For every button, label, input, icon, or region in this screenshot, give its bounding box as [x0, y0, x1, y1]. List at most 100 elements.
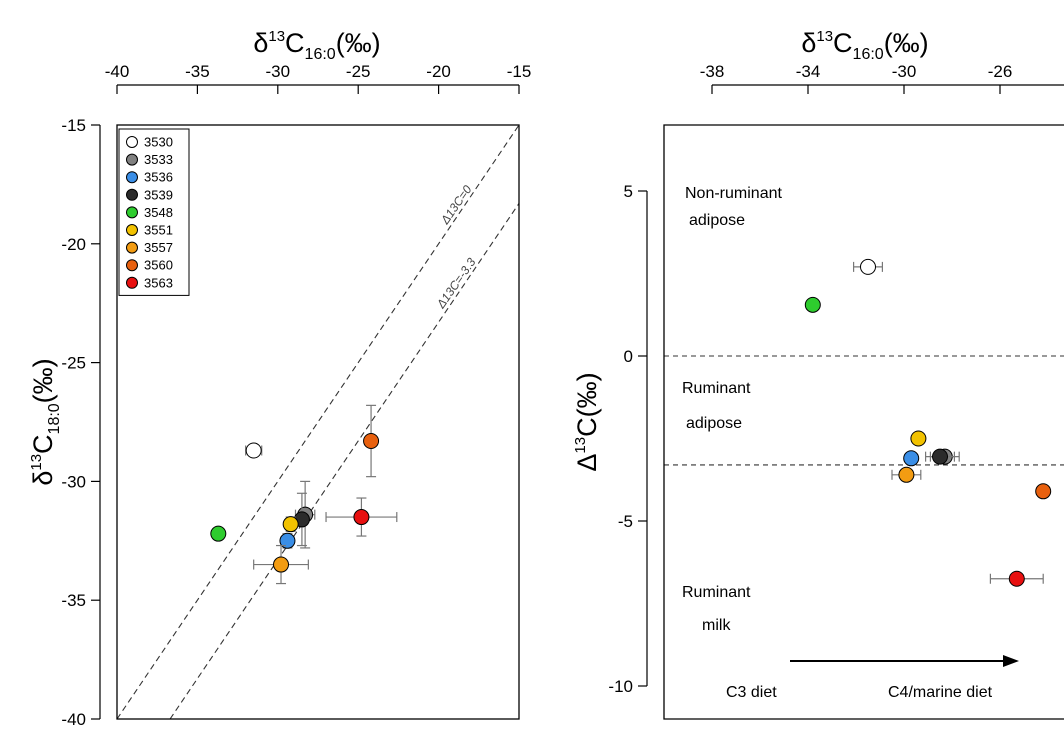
marker-3530 — [245, 442, 262, 459]
x-tick-label: -15 — [507, 62, 532, 81]
point-3539 — [924, 448, 956, 465]
x-tick-label: -25 — [346, 62, 371, 81]
y-tick-label: -30 — [61, 472, 86, 491]
legend-item-3560: 3560 — [126, 258, 173, 273]
legend-label: 3548 — [144, 205, 173, 220]
legend-marker — [126, 224, 138, 236]
left-points — [210, 404, 398, 585]
legend-item-3551: 3551 — [126, 223, 173, 238]
reference-line-label: Δ13C=0 — [437, 182, 474, 227]
region-label-line2: milk — [702, 617, 731, 634]
legend-label: 3551 — [144, 223, 173, 238]
legend-item-3539: 3539 — [126, 187, 173, 202]
point-3557 — [253, 544, 309, 585]
legend-label: 3560 — [144, 258, 173, 273]
region-labels: Non-ruminant adipose Ruminant adipose Rumina… — [682, 185, 782, 634]
left-y-ticks: -15 -20 -25 -30 -35 -40 — [61, 116, 101, 729]
point-3551 — [282, 516, 299, 533]
point-3560 — [1035, 483, 1052, 500]
left-panel: δ13C16:0(‰) -40 -35 -30 -25 -20 -15 -15 -20 -25… — [28, 28, 531, 729]
left-y-axis-title: δ13C18:0(‰) — [28, 358, 63, 485]
legend-label: 3536 — [144, 170, 173, 185]
y-tick-label: -20 — [61, 235, 86, 254]
region-label-line2: adipose — [686, 415, 742, 432]
x-tick-label: -30 — [266, 62, 291, 81]
left-x-ticks: -40 -35 -30 -25 -20 -15 — [105, 62, 532, 94]
y-tick-label: -15 — [61, 116, 86, 135]
right-points — [804, 258, 1052, 587]
point-3548 — [210, 525, 227, 542]
x-tick-label: -34 — [796, 62, 821, 81]
left-x-axis-title: δ13C16:0(‰) — [253, 28, 380, 63]
x-tick-label: -20 — [426, 62, 451, 81]
marker-3563 — [1008, 570, 1025, 587]
marker-3560 — [363, 433, 380, 450]
marker-3551 — [282, 516, 299, 533]
legend-label: 3533 — [144, 152, 173, 167]
reference-line-13c-3-3 — [169, 203, 520, 720]
left-plot-frame — [116, 124, 520, 720]
point-3548 — [804, 296, 821, 313]
point-3530 — [852, 258, 884, 275]
x-tick-label: -38 — [700, 62, 725, 81]
legend-item-3530: 3530 — [126, 135, 173, 150]
marker-3548 — [804, 296, 821, 313]
point-3557 — [891, 466, 922, 483]
y-tick-label: -5 — [618, 512, 633, 531]
right-reference-lines — [664, 355, 1064, 466]
marker-3551 — [910, 430, 927, 447]
legend-item-3533: 3533 — [126, 152, 173, 167]
right-x-ticks: -38-34-30-26-22 — [700, 62, 1064, 94]
point-3560 — [363, 404, 380, 478]
marker-3560 — [1035, 483, 1052, 500]
diet-arrow: C3 diet C4/marine diet — [726, 655, 1019, 701]
point-3530 — [245, 442, 263, 459]
x-tick-label: -35 — [185, 62, 210, 81]
legend-label: 3563 — [144, 275, 173, 290]
legend-marker — [126, 153, 138, 166]
region-label-line1: Ruminant — [682, 380, 751, 397]
region-label-line1: Ruminant — [682, 584, 751, 601]
marker-3539 — [932, 448, 948, 465]
marker-3530 — [860, 258, 876, 275]
legend-label: 3557 — [144, 240, 173, 255]
legend-item-3563: 3563 — [126, 275, 173, 290]
y-tick-label: -25 — [61, 354, 86, 373]
right-panel: δ13C16:0(‰) -38-34-30-26-22 50-5-10 Δ13C… — [572, 28, 1064, 720]
y-tick-label: -10 — [608, 677, 633, 696]
point-3551 — [910, 430, 927, 447]
legend-marker — [126, 276, 138, 289]
marker-3563 — [353, 509, 370, 526]
c3-diet-label: C3 diet — [726, 684, 777, 701]
right-y-ticks: 5 0 -5 -10 — [608, 182, 648, 696]
marker-3548 — [210, 525, 227, 542]
right-y-axis-title: Δ13C(‰) — [572, 372, 602, 471]
legend-label: 3539 — [144, 187, 173, 202]
legend-item-3557: 3557 — [126, 240, 173, 255]
region-label-line2: adipose — [689, 212, 745, 229]
x-tick-label: -26 — [988, 62, 1013, 81]
y-tick-label: 5 — [624, 182, 633, 201]
legend-marker — [126, 136, 138, 148]
legend-marker — [126, 171, 138, 184]
right-plot-frame — [663, 124, 1064, 720]
point-3536 — [279, 532, 296, 549]
reference-line-label: Δ13C=-3.3 — [433, 255, 478, 311]
legend-marker — [126, 259, 138, 272]
point-3563 — [325, 497, 398, 537]
y-tick-label: 0 — [624, 347, 633, 366]
point-3536 — [903, 450, 920, 467]
legend-item-3548: 3548 — [126, 205, 173, 220]
arrow-head — [1003, 655, 1019, 667]
marker-3557 — [898, 466, 915, 483]
point-3563 — [989, 570, 1044, 587]
legend-marker — [126, 206, 138, 219]
legend-marker — [126, 188, 138, 201]
c4-marine-diet-label: C4/marine diet — [888, 684, 993, 701]
region-label-line1: Non-ruminant — [685, 185, 782, 202]
legend-item-3536: 3536 — [126, 170, 173, 185]
x-tick-label: -40 — [105, 62, 130, 81]
y-tick-label: -35 — [61, 591, 86, 610]
legend-marker — [126, 241, 138, 254]
